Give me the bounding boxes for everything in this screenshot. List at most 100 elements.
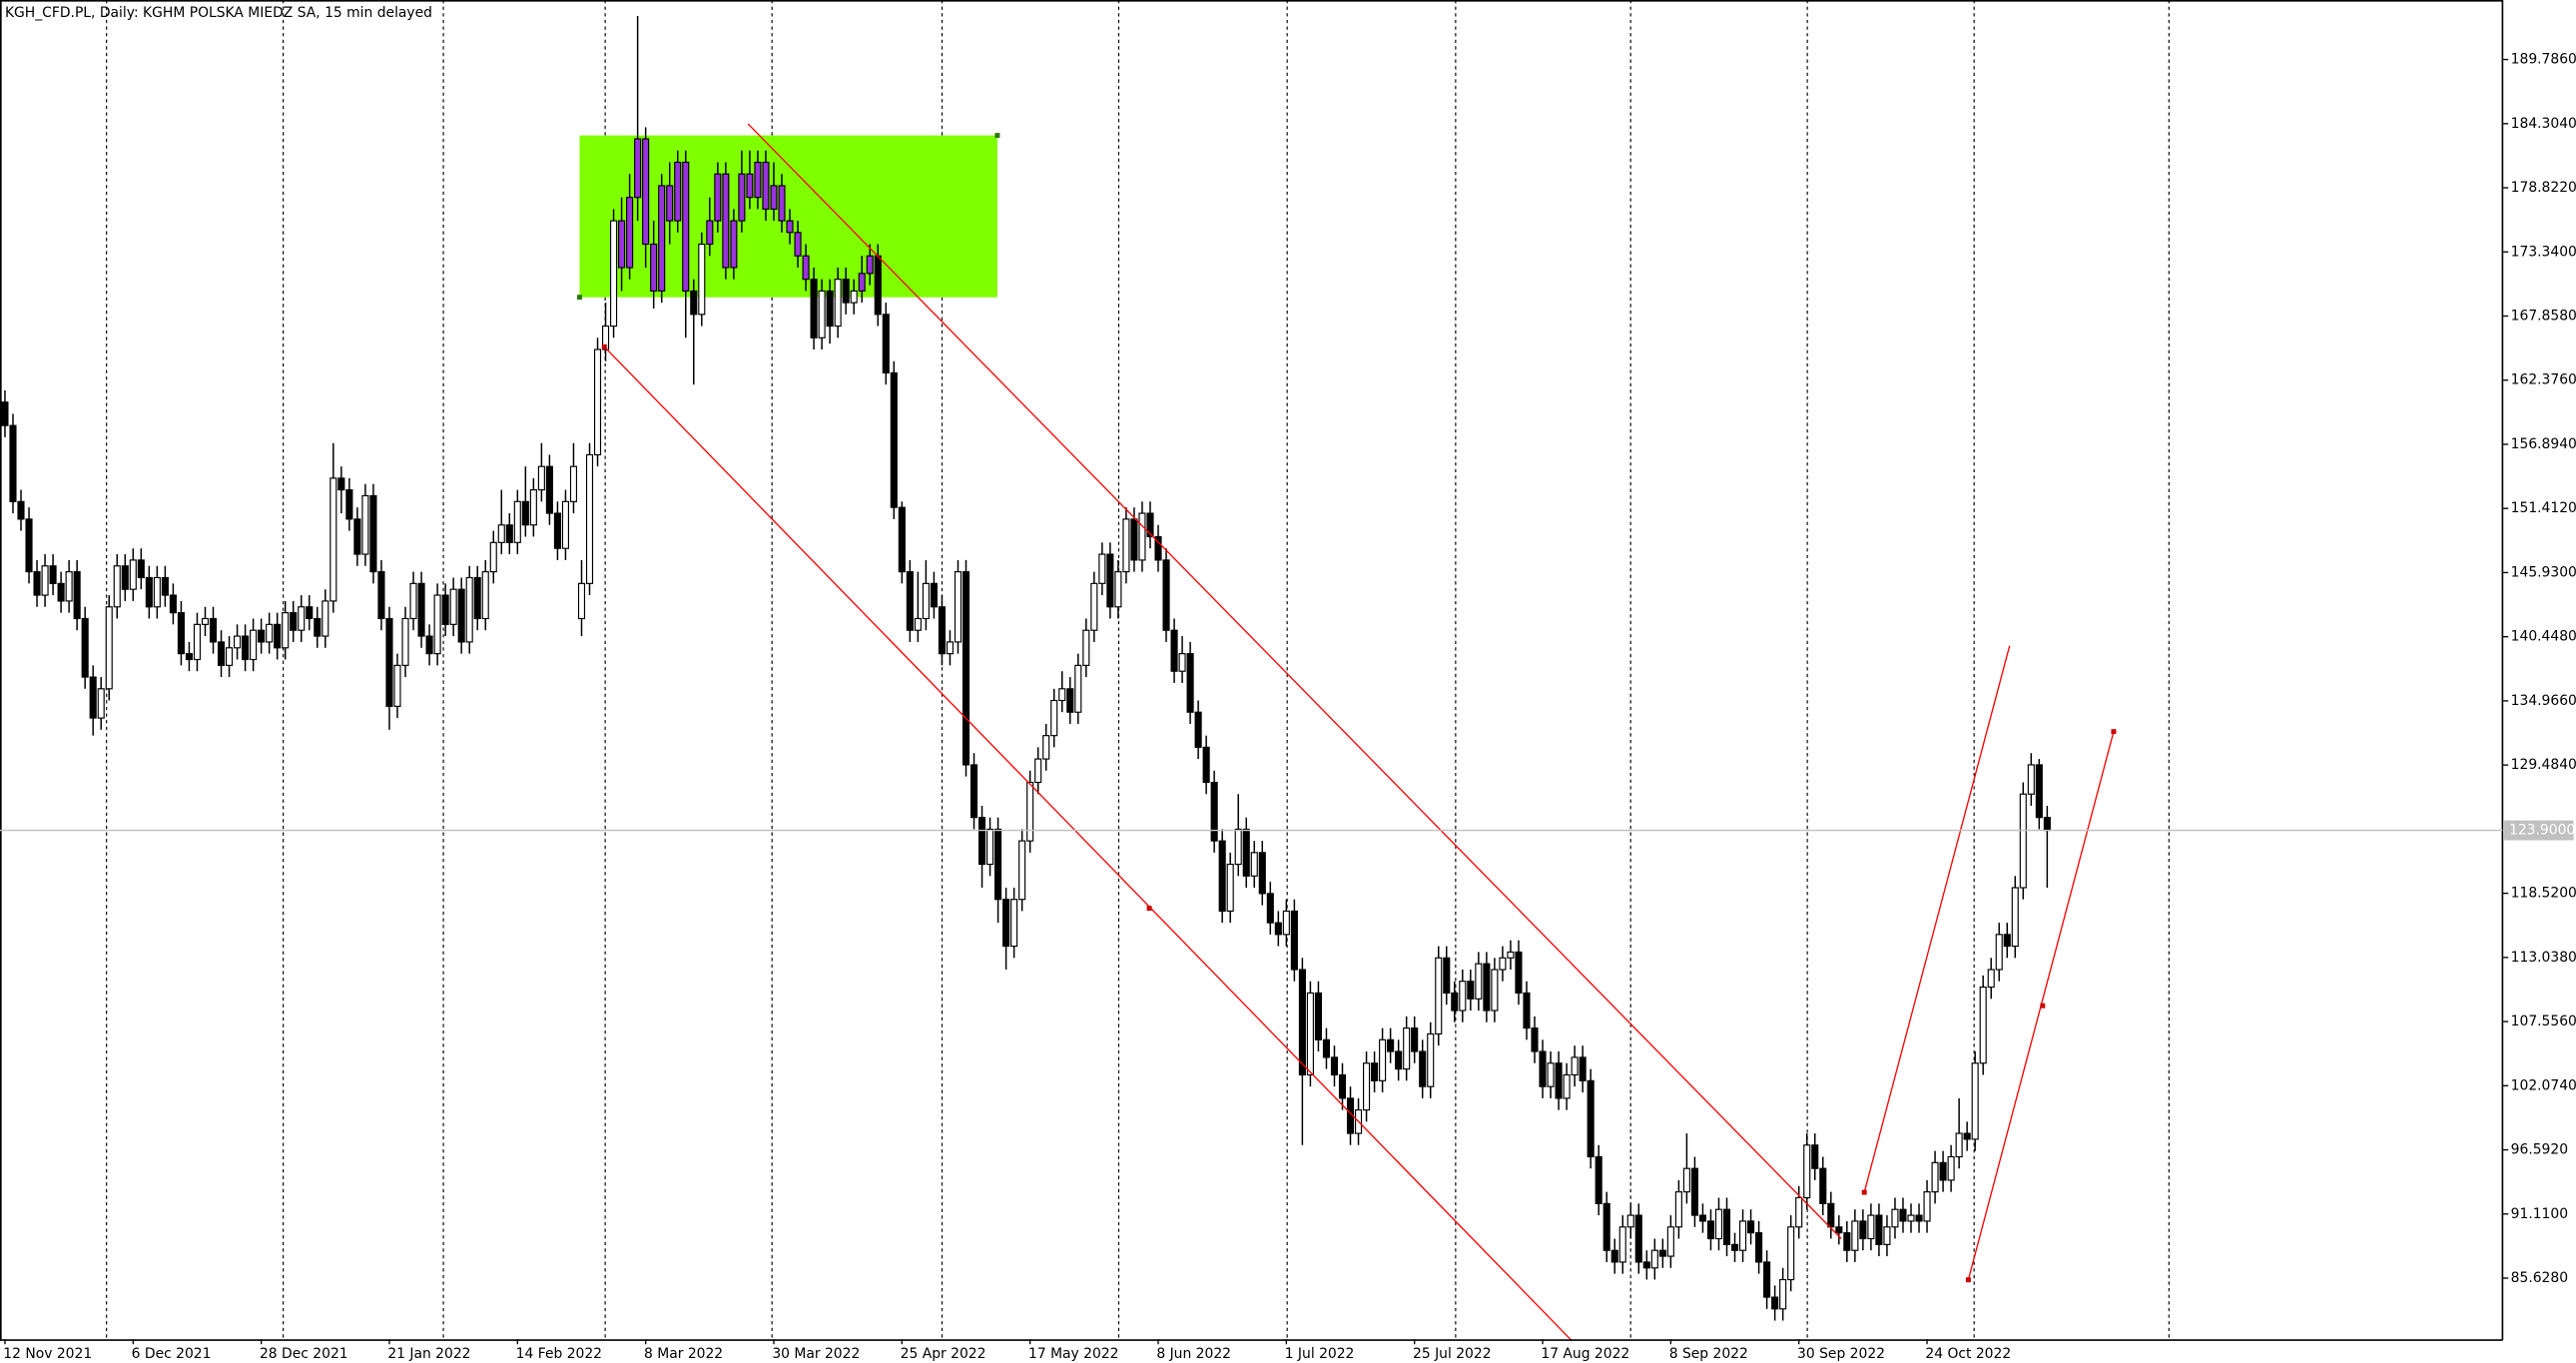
candle-body-down — [1747, 1220, 1755, 1234]
line-anchor — [2111, 729, 2117, 735]
candle-body-down — [969, 764, 978, 819]
candle-body-down — [217, 641, 226, 666]
x-tick-label: 12 Nov 2021 — [3, 1346, 92, 1362]
candle-body-down — [545, 465, 553, 514]
candle-body-down — [1579, 1056, 1587, 1081]
candle-body-up — [1475, 963, 1483, 1000]
candle-body-down — [1002, 899, 1010, 948]
x-tick-label: 24 Oct 2022 — [1925, 1346, 2011, 1362]
candle-body-down — [1387, 1038, 1395, 1052]
candle-body-up — [850, 290, 858, 304]
candle-body-down — [1531, 1027, 1539, 1052]
last-price-label: 123.9000 — [2509, 823, 2575, 839]
candle-body-down — [890, 371, 898, 508]
candle-body-up — [674, 161, 682, 222]
candle-body-down — [874, 255, 882, 316]
candle-body-up — [105, 606, 113, 690]
candle-body-down — [1290, 910, 1298, 971]
candle-body-down — [1771, 1296, 1779, 1310]
candle-body-down — [682, 161, 690, 292]
candle-body-down — [553, 512, 561, 549]
candle-body-up — [1738, 1220, 1747, 1251]
candle-body-up — [626, 197, 634, 269]
x-tick-label: 8 Jun 2022 — [1156, 1346, 1231, 1362]
candle-body-down — [1, 401, 9, 426]
candle-body-up — [858, 273, 866, 292]
candle-body-up — [593, 348, 602, 456]
y-tick-label: 91.1100 — [2511, 1206, 2568, 1222]
candle-body-down — [1314, 992, 1322, 1040]
candle-body-up — [1955, 1132, 1963, 1158]
candle-body-up — [433, 594, 441, 655]
candle-body-down — [1595, 1155, 1603, 1204]
candle-body-up — [658, 185, 666, 292]
candle-body-up — [946, 641, 955, 655]
candle-body-down — [1411, 1027, 1419, 1052]
candle-body-down — [1130, 518, 1138, 561]
candle-body-down — [1330, 1056, 1339, 1076]
candle-body-down — [473, 576, 481, 620]
candle-body-up — [1867, 1214, 1875, 1240]
candle-body-up — [1995, 934, 2003, 971]
candle-body-down — [1467, 981, 1475, 1000]
y-tick-label: 134.9660 — [2511, 693, 2576, 709]
y-tick-label: 96.5920 — [2511, 1142, 2568, 1158]
candle-body-down — [1915, 1214, 1923, 1222]
candle-body-down — [1642, 1261, 1650, 1269]
line-anchor — [1146, 906, 1152, 912]
candles — [1, 16, 2051, 1321]
candle-body-up — [866, 255, 874, 275]
candle-body-up — [1459, 981, 1467, 1012]
candle-body-up — [1571, 1056, 1579, 1076]
candle-body-up — [634, 138, 642, 199]
candle-body-down — [1371, 1062, 1379, 1081]
candle-body-down — [185, 653, 194, 661]
candle-body-down — [169, 594, 177, 614]
candle-body-down — [1634, 1214, 1642, 1263]
candle-body-down — [57, 582, 65, 602]
candle-body-down — [1555, 1062, 1563, 1099]
candle-body-down — [17, 500, 25, 520]
candle-body-up — [65, 571, 73, 602]
candle-body-up — [834, 279, 842, 328]
candle-body-down — [1194, 711, 1202, 748]
y-tick-label: 189.7860 — [2511, 52, 2576, 68]
y-tick-label: 129.4840 — [2511, 757, 2576, 773]
candle-body-up — [1714, 1208, 1723, 1240]
candle-body-down — [1146, 512, 1154, 538]
x-tick-label: 8 Mar 2022 — [644, 1346, 723, 1362]
candle-body-up — [1178, 653, 1186, 672]
line-anchor — [2040, 1003, 2046, 1009]
candle-body-down — [1819, 1167, 1827, 1204]
candle-body-up — [201, 617, 210, 625]
candle-body-up — [1018, 840, 1026, 901]
candle-body-up — [266, 623, 274, 643]
candle-body-up — [409, 582, 417, 620]
candle-body-up — [1883, 1226, 1891, 1245]
candle-body-down — [1338, 1073, 1347, 1099]
candle-body-down — [1443, 957, 1451, 995]
candle-body-down — [786, 220, 794, 234]
candle-body-up — [1090, 582, 1098, 631]
candle-body-up — [585, 453, 594, 584]
candle-body-up — [1491, 969, 1499, 1012]
candle-body-down — [1859, 1220, 1867, 1240]
candle-body-up — [986, 828, 994, 866]
candle-body-down — [425, 635, 433, 655]
x-tick-label: 21 Jan 2022 — [387, 1346, 470, 1362]
line-anchor — [1965, 1277, 1971, 1283]
candle-body-up — [1891, 1208, 1899, 1228]
candle-body-down — [1835, 1226, 1843, 1234]
candle-body-up — [489, 541, 497, 573]
y-tick-label: 162.3760 — [2511, 372, 2576, 388]
candle-body-down — [618, 220, 626, 269]
x-tick-label: 25 Jul 2022 — [1413, 1346, 1492, 1362]
candle-body-up — [610, 220, 618, 328]
candle-body-down — [1210, 781, 1218, 842]
candle-body-down — [1755, 1232, 1763, 1263]
box-anchor — [577, 295, 582, 301]
candle-body-up — [1050, 699, 1058, 737]
candle-body-up — [1114, 571, 1122, 608]
candle-body-up — [1787, 1226, 1795, 1281]
